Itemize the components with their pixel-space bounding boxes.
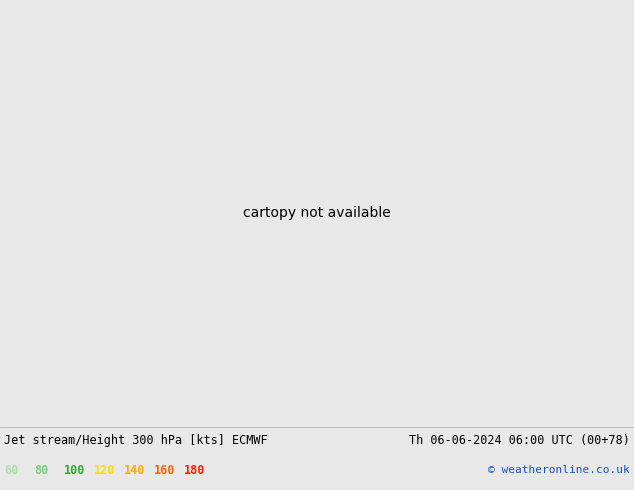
Text: 80: 80	[34, 464, 48, 477]
Text: Jet stream/Height 300 hPa [kts] ECMWF: Jet stream/Height 300 hPa [kts] ECMWF	[4, 434, 268, 447]
Text: 180: 180	[184, 464, 205, 477]
Text: Th 06-06-2024 06:00 UTC (00+78): Th 06-06-2024 06:00 UTC (00+78)	[409, 434, 630, 447]
Text: © weatheronline.co.uk: © weatheronline.co.uk	[488, 465, 630, 475]
Text: 60: 60	[4, 464, 18, 477]
Text: 160: 160	[154, 464, 176, 477]
Text: 140: 140	[124, 464, 145, 477]
Text: cartopy not available: cartopy not available	[243, 206, 391, 220]
Text: 120: 120	[94, 464, 115, 477]
Text: 100: 100	[64, 464, 86, 477]
